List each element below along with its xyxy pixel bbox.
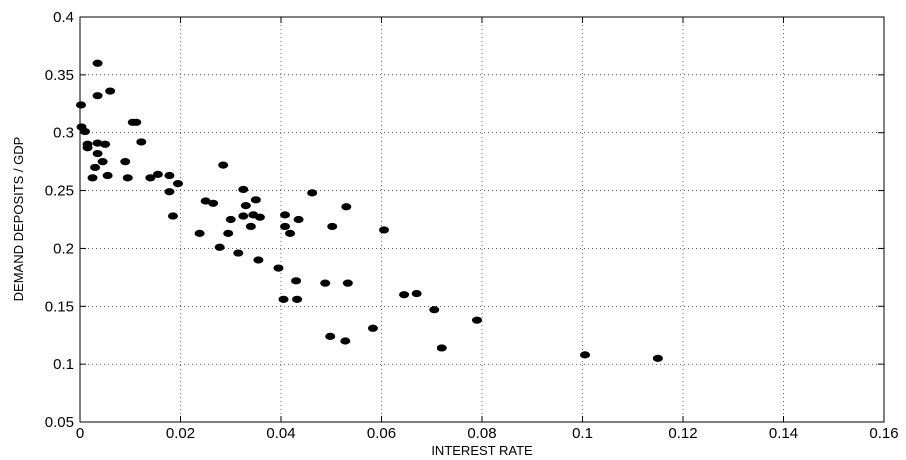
data-point	[278, 295, 289, 303]
data-point	[342, 279, 353, 287]
data-point	[238, 212, 249, 220]
data-point	[245, 222, 256, 231]
data-point	[325, 332, 336, 340]
data-point	[76, 101, 87, 109]
data-point	[167, 212, 178, 220]
y-tick-label: 0.25	[45, 183, 74, 200]
x-tick-label: 0.08	[467, 425, 496, 442]
data-point	[307, 189, 318, 197]
data-point	[92, 149, 103, 158]
data-point	[92, 92, 103, 100]
data-point	[429, 306, 440, 314]
x-axis-ticks: 0 0.02 0.04 0.06 0.08 0.1 0.12 0.14 0.16	[76, 17, 899, 442]
data-point	[273, 264, 284, 272]
data-point	[100, 140, 111, 148]
data-point	[87, 174, 98, 182]
data-point	[164, 188, 175, 196]
data-point	[136, 138, 147, 146]
data-point	[200, 197, 211, 205]
data-point	[327, 222, 338, 231]
data-point	[293, 215, 304, 224]
x-tick-label: 0.1	[572, 425, 593, 442]
y-tick-label: 0.35	[45, 67, 74, 84]
data-point	[291, 277, 302, 285]
data-point	[97, 158, 108, 166]
y-tick-label: 0.15	[45, 298, 74, 315]
data-point	[285, 229, 296, 237]
data-point	[280, 211, 291, 219]
data-point	[131, 118, 142, 126]
data-point	[172, 180, 183, 188]
data-point	[250, 196, 261, 204]
data-point	[233, 249, 244, 257]
data-point	[152, 170, 163, 178]
data-point	[411, 289, 422, 298]
data-point	[367, 324, 378, 332]
data-point	[280, 222, 291, 231]
y-tick-label: 0.05	[45, 414, 74, 431]
x-tick-label: 0	[76, 425, 84, 442]
y-tick-label: 0.4	[53, 9, 74, 26]
data-point	[580, 351, 591, 359]
y-tick-label: 0.2	[53, 240, 74, 257]
data-point	[120, 158, 131, 166]
y-axis-title: DEMAND DEPOSITS / GDP	[11, 137, 26, 302]
data-point	[254, 213, 265, 221]
data-point	[92, 139, 103, 147]
data-point	[208, 199, 219, 207]
data-point	[399, 291, 410, 299]
x-tick-label: 0.16	[869, 425, 898, 442]
data-point	[652, 354, 663, 362]
data-point	[471, 316, 482, 324]
data-point	[253, 256, 264, 264]
data-point	[102, 171, 113, 180]
data-point	[238, 185, 249, 194]
data-point	[292, 295, 303, 303]
data-point	[82, 144, 93, 152]
x-tick-label: 0.02	[166, 425, 195, 442]
x-axis-title: INTEREST RATE	[431, 443, 533, 458]
data-point	[340, 337, 351, 345]
data-point	[105, 87, 116, 95]
data-point	[145, 174, 156, 182]
data-point	[214, 243, 225, 251]
data-point	[90, 163, 101, 172]
data-point	[194, 229, 205, 237]
data-point	[436, 344, 447, 352]
data-point	[320, 279, 331, 287]
y-tick-label: 0.3	[53, 125, 74, 142]
data-point	[218, 161, 229, 169]
data-point	[122, 174, 133, 182]
data-point	[92, 59, 103, 67]
y-axis-ticks: 0.05 0.1 0.15 0.2 0.25 0.3 0.35 0.4	[45, 9, 884, 431]
data-points	[76, 59, 663, 362]
plot-background	[80, 17, 884, 422]
x-tick-label: 0.06	[367, 425, 396, 442]
data-point	[80, 127, 91, 136]
data-point	[379, 226, 390, 234]
data-point	[164, 171, 175, 180]
x-tick-label: 0.12	[668, 425, 697, 442]
data-point	[240, 202, 251, 210]
x-tick-label: 0.04	[266, 425, 295, 442]
data-point	[341, 203, 352, 211]
y-tick-label: 0.1	[53, 356, 74, 373]
data-point	[225, 215, 236, 224]
x-tick-label: 0.14	[769, 425, 798, 442]
data-point	[223, 229, 234, 237]
